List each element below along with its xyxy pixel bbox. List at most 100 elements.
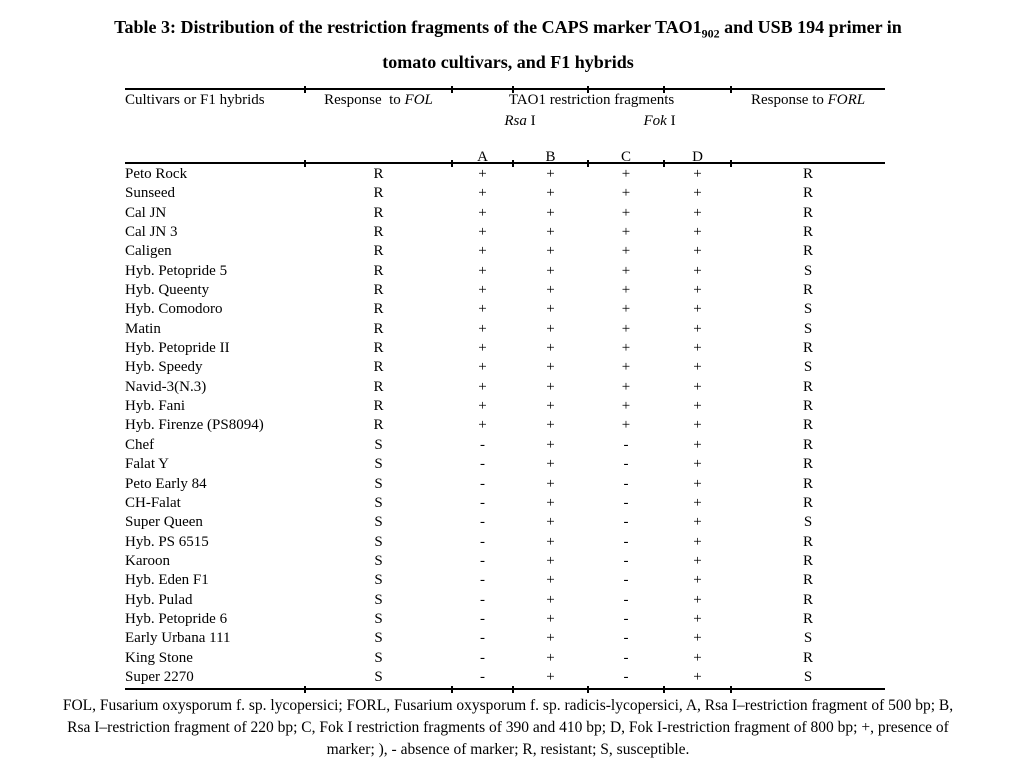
cell-a: -: [480, 572, 485, 589]
column-boundary-tick: [730, 686, 732, 693]
cell-fol: R: [373, 340, 384, 357]
cell-a: -: [480, 475, 485, 492]
cell-name: Peto Early 84: [125, 475, 207, 492]
table-row: Cal JN 3 R + + + + R: [125, 223, 885, 242]
cell-a: +: [478, 224, 487, 241]
cell-c: -: [623, 649, 629, 666]
fok-suffix: I: [666, 113, 676, 129]
cell-d: +: [693, 630, 702, 647]
cell-a: +: [478, 398, 487, 415]
cell-forl: R: [803, 456, 814, 473]
header-empty: [731, 131, 885, 165]
cell-fol: R: [373, 359, 384, 376]
cell-a: +: [478, 378, 487, 395]
column-boundary-tick: [451, 160, 453, 167]
cell-fol: S: [374, 610, 383, 627]
cell-a: +: [478, 282, 487, 299]
cell-name: Hyb. Petopride 5: [125, 262, 228, 279]
cell-d: +: [693, 185, 702, 202]
cell-forl: R: [803, 185, 814, 202]
cell-forl: R: [803, 649, 814, 666]
cell-name: Early Urbana 111: [125, 630, 231, 647]
table-row: Hyb. Fani R + + + + R: [125, 397, 885, 416]
table-row: Early Urbana 111 S - + - + S: [125, 629, 885, 648]
cell-a: -: [480, 630, 485, 647]
table-row: Chef S - + - + R: [125, 436, 885, 455]
cell-a: +: [478, 417, 487, 434]
cell-c: +: [621, 262, 631, 279]
cell-d: +: [693, 475, 702, 492]
column-boundary-tick: [512, 86, 514, 93]
cell-c: +: [621, 243, 631, 260]
header-empty: [305, 131, 452, 165]
cell-c: -: [623, 630, 629, 647]
cell-name: Hyb. Pulad: [125, 591, 193, 608]
caption-subscript: 902: [701, 26, 720, 41]
header-tao1-group: TAO1 restriction fragments: [508, 92, 675, 108]
column-boundary-tick: [304, 686, 306, 693]
cell-c: -: [623, 456, 629, 473]
cell-fol: R: [373, 166, 384, 182]
cell-fol: S: [374, 456, 383, 473]
cell-c: -: [623, 610, 629, 627]
cell-d: +: [693, 552, 702, 569]
table-row: Navid-3(N.3) R + + + + R: [125, 378, 885, 397]
cell-d: +: [693, 572, 702, 589]
cell-forl: R: [803, 533, 814, 550]
data-table-area: Cultivars or F1 hybrids Response to FOL …: [125, 86, 885, 700]
cell-fol: S: [374, 649, 383, 666]
cell-d: +: [693, 417, 702, 434]
cell-a: -: [480, 533, 485, 550]
cell-fol: S: [374, 668, 383, 685]
cell-c: -: [623, 436, 629, 453]
cell-forl: S: [803, 668, 813, 685]
cell-a: -: [480, 552, 485, 569]
cell-b: +: [546, 378, 555, 395]
caption-text: Table 3: Distribution of the restriction…: [114, 17, 702, 37]
table-row: Super Queen S - + - + S: [125, 513, 885, 532]
table-row: Karoon S - + - + R: [125, 552, 885, 571]
cell-d: +: [693, 668, 702, 685]
column-boundary-tick: [663, 86, 665, 93]
cell-c: -: [623, 591, 629, 608]
cell-a: -: [480, 456, 485, 473]
cell-b: +: [546, 668, 555, 685]
cell-fol: R: [373, 417, 384, 434]
cell-b: +: [546, 572, 555, 589]
table-row: Hyb. Petopride II R + + + + R: [125, 339, 885, 358]
caption-text-tail: and USB 194 primer in: [719, 17, 902, 37]
cell-d: +: [693, 456, 702, 473]
cell-fol: S: [374, 514, 383, 531]
cell-forl: S: [803, 630, 813, 647]
cell-c: +: [621, 320, 631, 337]
cell-name: Karoon: [125, 552, 170, 569]
cell-c: -: [623, 514, 629, 531]
cell-d: +: [693, 514, 702, 531]
column-boundary-tick: [587, 686, 589, 693]
cell-b: +: [546, 320, 555, 337]
cell-fol: R: [373, 301, 384, 318]
footnote-line-1: FOL, Fusarium oxysporum f. sp. lycopersi…: [62, 697, 954, 714]
cell-name: Falat Y: [125, 456, 170, 473]
header-fok-enzyme: Fok I: [588, 111, 731, 131]
table-row: CH-Falat S - + - + R: [125, 494, 885, 513]
header-empty: [125, 131, 305, 165]
header-empty: [305, 111, 452, 131]
cell-b: +: [546, 630, 555, 647]
cell-d: +: [693, 166, 702, 182]
cell-fol: R: [373, 204, 384, 221]
cell-c: +: [621, 185, 631, 202]
cell-b: +: [546, 359, 555, 376]
table-row: Cal JN R + + + + R: [125, 204, 885, 223]
cell-d: +: [693, 224, 702, 241]
cell-c: -: [623, 668, 629, 685]
cell-d: +: [693, 359, 702, 376]
header-response-fol: Response to FOL: [305, 90, 452, 111]
cell-name: Hyb. Eden F1: [125, 572, 209, 589]
cell-fol: S: [374, 475, 383, 492]
table-row: King Stone S - + - + R: [125, 649, 885, 668]
cell-d: +: [693, 378, 702, 395]
cell-a: +: [478, 359, 487, 376]
cell-forl: R: [803, 417, 814, 434]
cell-name: Hyb. Comodoro: [125, 301, 223, 318]
